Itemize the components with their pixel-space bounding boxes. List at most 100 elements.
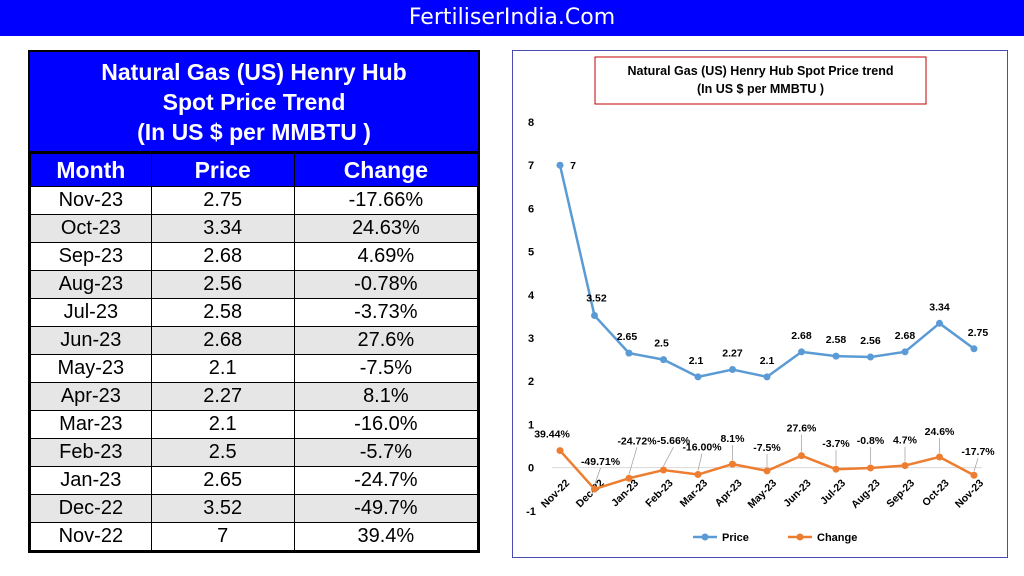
site-banner: FertiliserIndia.Com — [0, 0, 1024, 36]
table-row: Mar-23 2.1 -16.0% — [30, 410, 479, 439]
table-row: Jul-23 2.58 -3.73% — [30, 298, 479, 327]
data-point — [936, 319, 943, 327]
price-cell: 3.52 — [150, 494, 295, 523]
data-point — [729, 460, 736, 468]
table-row: Jun-23 2.68 27.6% — [30, 326, 479, 355]
x-tick-label: Sep-23 — [884, 477, 917, 510]
label-leader-line — [594, 467, 601, 486]
data-label: 8.1% — [721, 433, 746, 445]
data-label: 3.34 — [929, 301, 950, 313]
price-cell: 7 — [150, 522, 295, 551]
data-point — [660, 356, 667, 364]
price-cell: 2.5 — [150, 438, 295, 467]
table-row: Oct-23 3.34 24.63% — [30, 214, 479, 243]
table-row: Dec-22 3.52 -49.7% — [30, 494, 479, 523]
data-label: -49.71% — [581, 456, 621, 468]
chart-title-line: Natural Gas (US) Henry Hub Spot Price tr… — [627, 64, 893, 78]
data-label: -16.00% — [682, 442, 722, 454]
month-cell: Apr-23 — [30, 382, 152, 411]
price-cell: 2.27 — [150, 382, 295, 411]
y-tick-label: 2 — [528, 376, 534, 388]
data-label: 4.7% — [893, 435, 918, 447]
month-cell: Mar-23 — [30, 410, 152, 439]
change-cell: 39.4% — [293, 522, 479, 551]
data-label: 27.6% — [787, 423, 817, 435]
data-label: 2.27 — [722, 348, 743, 360]
month-cell: May-23 — [30, 354, 152, 383]
data-point — [625, 474, 633, 482]
data-label: 2.75 — [968, 327, 989, 339]
data-point — [763, 373, 771, 381]
data-point — [970, 471, 978, 479]
label-leader-line — [663, 446, 674, 467]
table-row: Nov-23 2.75 -17.66% — [30, 186, 479, 215]
y-tick-label: -1 — [526, 506, 536, 518]
price-trend-chart: Natural Gas (US) Henry Hub Spot Price tr… — [526, 56, 995, 544]
label-leader-line — [973, 458, 979, 472]
y-tick-label: 5 — [528, 247, 534, 259]
data-point — [591, 312, 598, 320]
y-tick-label: 3 — [528, 333, 534, 345]
data-label: 39.44% — [534, 429, 570, 441]
y-tick-label: 1 — [528, 419, 534, 431]
change-cell: -3.73% — [293, 298, 479, 327]
header-change: Change — [293, 153, 479, 187]
table-header-row: Month Price Change — [30, 153, 479, 187]
data-label: 7 — [570, 160, 576, 172]
header-price: Price — [150, 153, 295, 187]
change-cell: 24.63% — [293, 214, 479, 243]
legend-label: Change — [817, 532, 857, 544]
data-label: 2.68 — [895, 330, 916, 342]
change-cell: -0.78% — [293, 270, 479, 299]
data-point — [901, 348, 909, 356]
header-month: Month — [30, 153, 152, 187]
price-cell: 2.75 — [150, 186, 295, 215]
data-label: 3.52 — [586, 293, 607, 305]
data-label: 2.68 — [791, 330, 812, 342]
price-cell: 2.56 — [150, 270, 295, 299]
data-point — [625, 349, 633, 357]
data-point — [936, 453, 943, 461]
legend-label: Price — [722, 532, 749, 544]
data-point — [798, 348, 805, 356]
change-cell: -5.7% — [293, 438, 479, 467]
data-point — [556, 161, 564, 169]
month-cell: Jun-23 — [30, 326, 152, 355]
table-row: May-23 2.1 -7.5% — [30, 354, 479, 383]
data-point — [660, 466, 667, 474]
price-cell: 2.1 — [150, 354, 295, 383]
x-tick-label: Oct-23 — [920, 477, 952, 509]
data-label: 2.5 — [654, 338, 669, 350]
label-leader-line — [697, 453, 703, 471]
x-tick-label: Nov-22 — [539, 477, 572, 510]
y-tick-label: 7 — [528, 160, 534, 172]
price-cell: 3.34 — [150, 214, 295, 243]
y-tick-label: 6 — [528, 203, 534, 215]
x-tick-label: Nov-23 — [953, 477, 986, 510]
legend-marker — [796, 533, 804, 541]
data-point — [763, 467, 771, 475]
chart-title-line: (In US $ per MMBTU ) — [697, 82, 824, 96]
table-row: Nov-22 7 39.4% — [30, 522, 479, 551]
change-cell: -24.7% — [293, 466, 479, 495]
data-point — [556, 447, 564, 455]
data-point — [901, 462, 909, 470]
month-cell: Feb-23 — [30, 438, 152, 467]
price-cell: 2.58 — [150, 298, 295, 327]
price-cell: 2.65 — [150, 466, 295, 495]
data-label: 2.58 — [826, 334, 847, 346]
data-point — [694, 373, 702, 381]
x-tick-label: Feb-23 — [643, 477, 676, 510]
table-row: Aug-23 2.56 -0.78% — [30, 270, 479, 299]
month-cell: Aug-23 — [30, 270, 152, 299]
change-cell: -16.0% — [293, 410, 479, 439]
change-cell: 27.6% — [293, 326, 479, 355]
data-point — [694, 471, 702, 479]
month-cell: Nov-23 — [30, 186, 152, 215]
change-cell: 4.69% — [293, 242, 479, 271]
table-title-line: Natural Gas (US) Henry Hub — [101, 59, 407, 85]
x-tick-label: Jul-23 — [818, 477, 848, 507]
data-label: 2.1 — [760, 355, 775, 367]
data-point — [867, 353, 874, 361]
price-cell: 2.68 — [150, 326, 295, 355]
